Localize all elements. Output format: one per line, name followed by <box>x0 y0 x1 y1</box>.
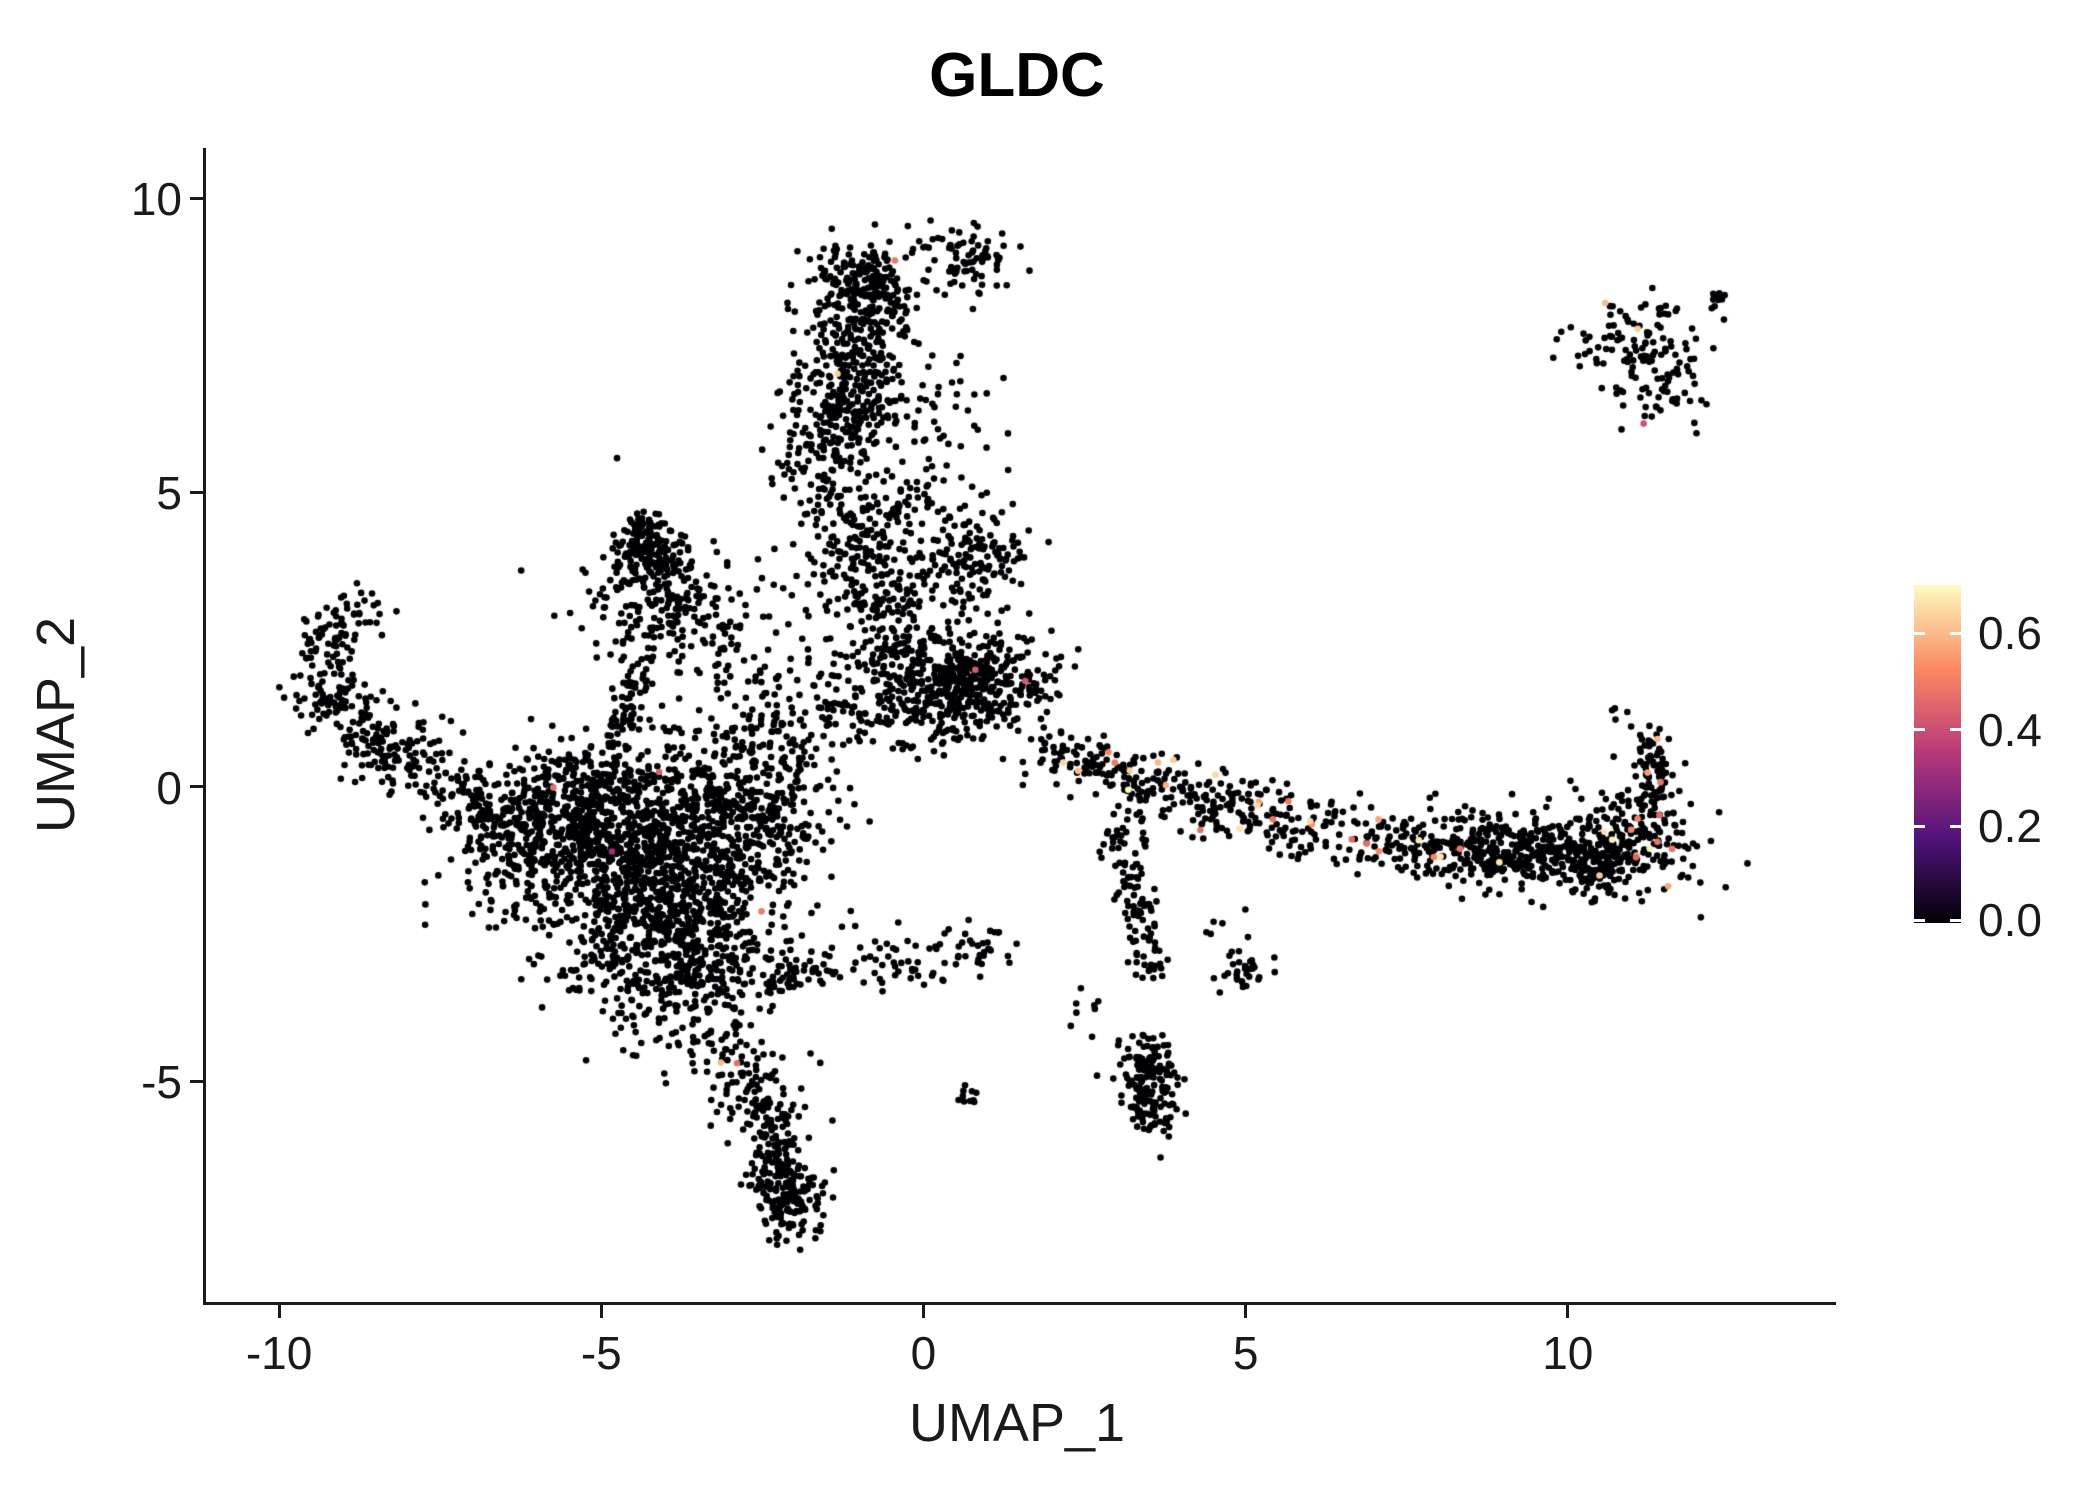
y-axis-line <box>203 148 206 1305</box>
legend-tick-label: 0.0 <box>1978 894 2042 946</box>
y-tick-mark <box>190 490 203 494</box>
legend-tick-mark <box>1950 728 1961 732</box>
y-tick-mark <box>190 785 203 789</box>
x-tick-mark <box>1244 1305 1248 1318</box>
x-axis-line <box>203 1302 1836 1305</box>
x-axis-label: UMAP_1 <box>908 1393 1126 1453</box>
legend-tick-mark <box>1914 824 1925 828</box>
y-tick-label: -5 <box>141 1056 182 1109</box>
x-tick-label: -10 <box>245 1327 313 1379</box>
x-tick-mark <box>1566 1305 1570 1318</box>
legend-tick-mark <box>1950 631 1961 635</box>
x-tick-mark <box>921 1305 925 1318</box>
legend-tick-mark <box>1914 918 1925 922</box>
x-tick-label: -5 <box>580 1327 622 1379</box>
x-tick-label: 0 <box>910 1327 937 1379</box>
legend-tick-label: 0.6 <box>1978 607 2042 660</box>
x-tick-label: 5 <box>1232 1327 1259 1379</box>
x-tick-mark <box>277 1305 281 1318</box>
y-tick-label: 10 <box>130 173 182 226</box>
x-tick-label: 10 <box>1542 1327 1594 1379</box>
y-tick-label: 5 <box>156 467 182 520</box>
legend-colorbar <box>1914 585 1961 923</box>
y-tick-label: 0 <box>156 761 182 814</box>
y-tick-mark <box>190 196 203 200</box>
legend-tick-label: 0.4 <box>1978 703 2042 756</box>
legend-tick-mark <box>1914 631 1925 635</box>
legend-tick-mark <box>1950 918 1961 922</box>
y-axis-label: UMAP_2 <box>26 616 86 834</box>
legend-tick-mark <box>1950 824 1961 828</box>
legend-tick-mark <box>1914 728 1925 732</box>
legend-tick-label: 0.2 <box>1978 800 2042 853</box>
plot-title: GLDC <box>929 41 1105 110</box>
y-tick-mark <box>190 1079 203 1083</box>
x-tick-mark <box>599 1305 603 1318</box>
